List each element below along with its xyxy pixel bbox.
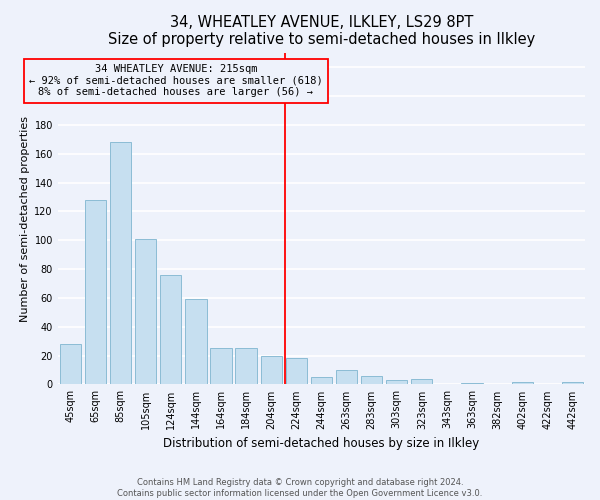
Bar xyxy=(211,348,232,384)
Text: 34 WHEATLEY AVENUE: 215sqm
← 92% of semi-detached houses are smaller (618)
8% of: 34 WHEATLEY AVENUE: 215sqm ← 92% of semi… xyxy=(29,64,323,98)
Bar xyxy=(110,142,131,384)
Bar xyxy=(512,382,533,384)
Bar xyxy=(260,356,282,384)
Y-axis label: Number of semi-detached properties: Number of semi-detached properties xyxy=(20,116,30,322)
Bar xyxy=(562,382,583,384)
Text: Contains HM Land Registry data © Crown copyright and database right 2024.
Contai: Contains HM Land Registry data © Crown c… xyxy=(118,478,482,498)
Bar xyxy=(85,200,106,384)
Bar xyxy=(386,380,407,384)
Bar xyxy=(311,377,332,384)
Bar xyxy=(411,378,433,384)
Bar xyxy=(235,348,257,384)
Bar xyxy=(361,376,382,384)
Bar xyxy=(286,358,307,384)
X-axis label: Distribution of semi-detached houses by size in Ilkley: Distribution of semi-detached houses by … xyxy=(163,437,479,450)
Bar xyxy=(59,344,81,385)
Bar xyxy=(160,275,181,384)
Bar xyxy=(135,239,157,384)
Title: 34, WHEATLEY AVENUE, ILKLEY, LS29 8PT
Size of property relative to semi-detached: 34, WHEATLEY AVENUE, ILKLEY, LS29 8PT Si… xyxy=(108,15,535,48)
Bar xyxy=(336,370,357,384)
Bar xyxy=(185,300,206,384)
Bar xyxy=(461,383,482,384)
